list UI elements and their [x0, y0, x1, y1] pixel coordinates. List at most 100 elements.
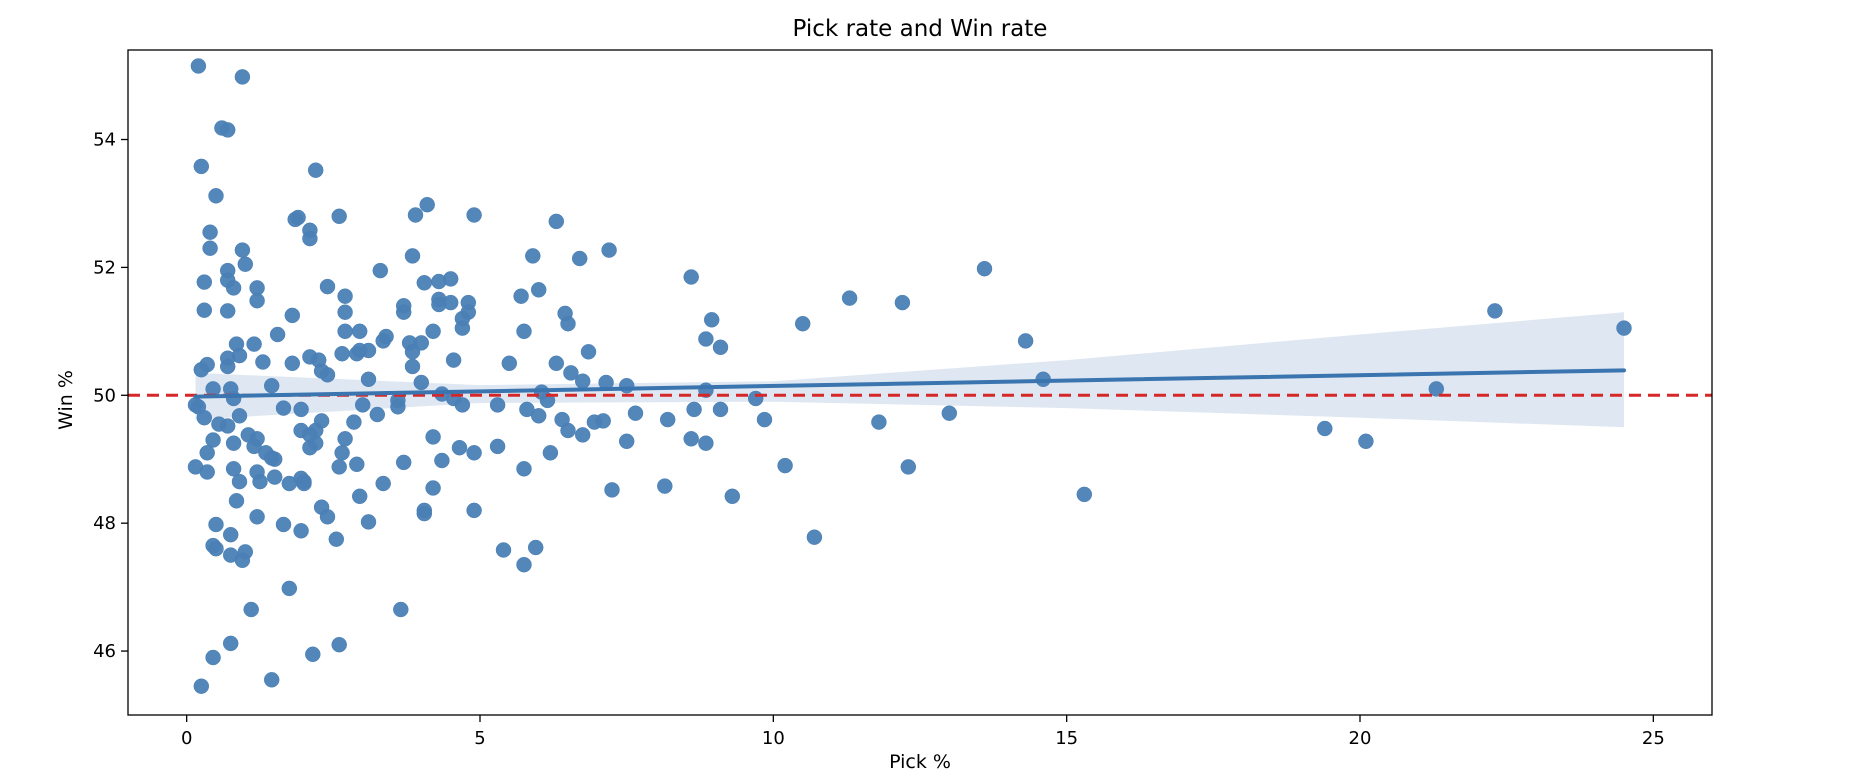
data-point-3: [219, 122, 236, 138]
data-point-34: [225, 280, 242, 296]
data-point-162: [451, 439, 468, 456]
data-point-12: [287, 211, 303, 228]
data-point-167: [466, 445, 482, 461]
data-point-13: [548, 213, 565, 230]
data-point-141: [586, 414, 603, 430]
data-point-93: [404, 358, 421, 375]
data-point-58: [794, 315, 811, 332]
data-point-140: [219, 418, 236, 434]
data-point-187: [281, 475, 298, 492]
data-point-127: [196, 409, 213, 426]
data-point-136: [346, 414, 362, 430]
data-point-121: [293, 401, 309, 418]
data-point-208: [328, 531, 345, 547]
data-point-21: [525, 248, 541, 264]
data-point-31: [416, 275, 433, 291]
data-point-10: [331, 208, 347, 225]
data-point-179: [199, 464, 215, 480]
data-point-205: [293, 523, 309, 539]
data-point-200: [249, 509, 265, 525]
data-point-125: [712, 401, 729, 418]
data-point-27: [683, 269, 699, 285]
data-point-8: [407, 207, 424, 223]
x-tick-label-15: 15: [1055, 728, 1078, 749]
data-point-30: [431, 273, 447, 290]
data-point-198: [466, 502, 482, 519]
data-point-0: [190, 58, 207, 74]
data-point-159: [489, 438, 506, 455]
data-point-130: [941, 405, 958, 421]
data-point-60: [425, 323, 441, 340]
data-point-132: [659, 411, 676, 428]
data-point-53: [1487, 303, 1503, 319]
data-point-6: [208, 188, 224, 204]
data-point-191: [604, 482, 620, 498]
data-point-195: [228, 493, 245, 509]
data-point-202: [360, 514, 377, 530]
data-point-154: [683, 431, 699, 447]
regression-line: [193, 368, 1626, 399]
data-point-193: [351, 488, 368, 505]
data-point-139: [871, 414, 887, 430]
data-point-156: [1358, 433, 1374, 450]
data-point-177: [900, 459, 917, 475]
data-point-174: [225, 461, 242, 477]
data-point-215: [234, 552, 251, 569]
data-point-206: [222, 526, 239, 543]
data-point-88: [284, 355, 301, 372]
data-point-216: [516, 556, 532, 573]
x-tick-label-0: 0: [181, 728, 192, 749]
data-point-210: [527, 539, 544, 556]
data-point-57: [560, 315, 576, 332]
data-point-119: [489, 397, 506, 413]
data-point-92: [548, 355, 565, 372]
data-point-219: [393, 601, 409, 618]
data-point-201: [319, 509, 336, 525]
data-point-165: [334, 445, 350, 461]
data-point-65: [269, 326, 286, 343]
data-point-176: [777, 457, 793, 474]
data-point-91: [501, 355, 518, 372]
data-point-173: [331, 459, 347, 475]
data-point-56: [703, 312, 720, 328]
x-tick-label-5: 5: [474, 728, 485, 749]
data-point-100: [413, 374, 430, 391]
data-point-96: [563, 365, 579, 381]
data-point-199: [416, 505, 433, 522]
data-point-220: [222, 635, 239, 652]
data-point-41: [894, 294, 911, 311]
data-point-184: [252, 473, 268, 490]
y-tick-label-50: 50: [93, 385, 116, 406]
data-point-178: [516, 461, 532, 477]
axes-frame: [127, 49, 1713, 716]
data-point-79: [404, 344, 421, 360]
data-point-144: [560, 422, 576, 439]
data-point-48: [196, 302, 213, 318]
data-point-203: [208, 516, 224, 533]
data-point-148: [574, 427, 591, 443]
y-tick-label-46: 46: [93, 641, 116, 662]
data-point-110: [225, 390, 242, 407]
y-axis-label: Win %: [55, 370, 77, 430]
data-point-64: [516, 323, 532, 340]
y-tick-label-52: 52: [93, 257, 116, 278]
data-point-24: [372, 262, 389, 279]
data-point-142: [1317, 420, 1333, 437]
data-point-62: [351, 323, 368, 340]
data-point-129: [627, 405, 644, 421]
data-point-38: [513, 288, 529, 304]
data-point-4: [193, 158, 210, 175]
data-point-128: [369, 406, 386, 423]
data-point-124: [686, 401, 702, 418]
data-point-152: [205, 432, 221, 448]
data-point-19: [601, 242, 617, 258]
data-point-15: [202, 224, 218, 240]
data-point-218: [243, 601, 259, 618]
data-point-171: [395, 454, 412, 471]
data-point-40: [841, 290, 858, 306]
data-point-172: [349, 456, 365, 473]
data-point-75: [334, 345, 350, 362]
data-point-17: [202, 240, 218, 256]
data-point-86: [219, 358, 236, 375]
